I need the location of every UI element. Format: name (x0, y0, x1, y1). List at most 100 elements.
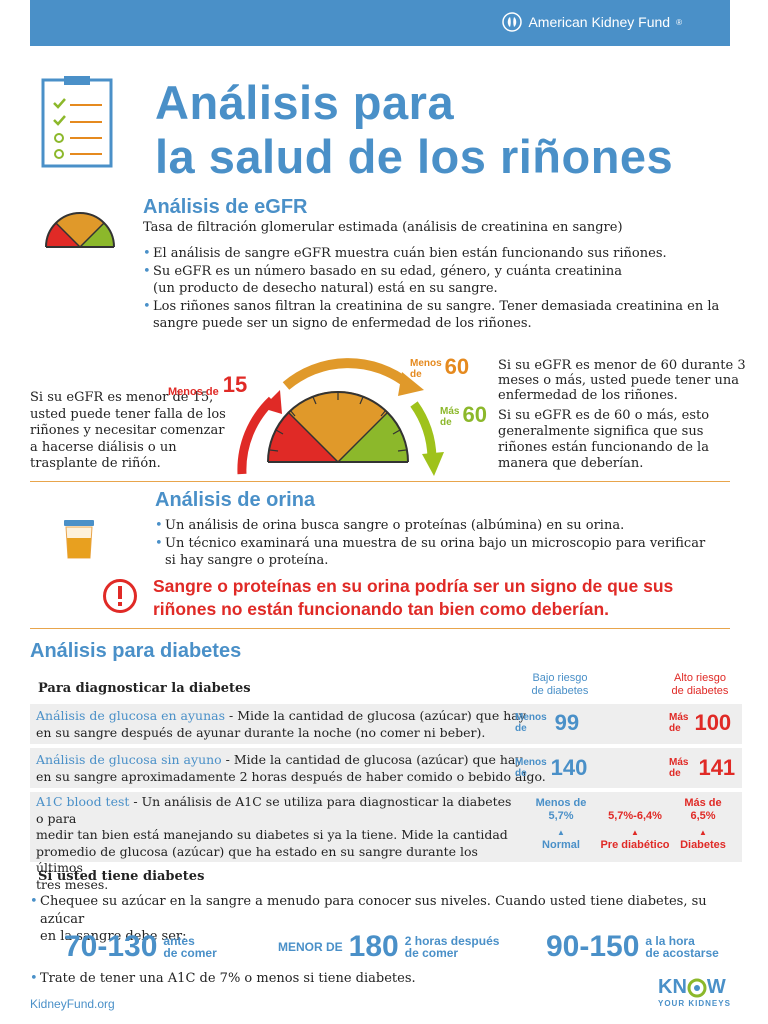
up-triangle-icon: ▲ (699, 828, 707, 837)
table-row (30, 748, 742, 788)
egfr-bullet-1: El análisis de sangre eGFR muestra cuán … (143, 245, 733, 263)
know-text-1: KN (658, 976, 687, 998)
orina-bullets: Un análisis de orina busca sangre o prot… (155, 517, 725, 570)
divider (30, 481, 730, 482)
table-row (30, 704, 742, 744)
high-risk-line: Alto riesgo (674, 672, 726, 684)
check-line-2-text: en la sangre debe ser: (40, 929, 187, 944)
kidney-o-icon (687, 978, 707, 997)
a1c-line: tres meses. (36, 876, 109, 892)
glucose-fasting-name: Análisis de glucosa en ayunas (36, 708, 226, 723)
right-note-line: enfermedad de los riñones. (498, 388, 678, 403)
egfr-bullet-3: Los riñones sanos filtran la creatinina … (143, 298, 733, 316)
orina-bullet-2-cont: si hay sangre o proteína. (155, 552, 725, 570)
high-risk-line: de diabetes (671, 685, 729, 697)
low-risk-line: Bajo riesgo (532, 672, 588, 684)
egfr-bullet-2-cont-text: (un producto de desecho natural) está en… (153, 281, 498, 296)
high-risk-header: Alto riesgo de diabetes (655, 672, 745, 698)
label-p60-number: 60 (462, 402, 487, 427)
a1c-diabetes-label: Diabetes (680, 839, 726, 851)
target-after-meal: MENOR DE 180 2 horas después de comer (278, 930, 499, 964)
brand-logo[interactable]: American Kidney Fund ® (502, 12, 682, 32)
label-p60-prefix2: de (440, 417, 452, 428)
know-your-kidneys-logo: KN W YOUR KIDNEYS (658, 976, 731, 1008)
label-more-than-60: Más de 60 (440, 402, 487, 428)
a1c-diabetes-top2: 6,5% (690, 810, 716, 822)
egfr-bullet-3-cont: sangre puede ser un signo de enfermedad … (143, 315, 733, 333)
egfr-subtitle: Tasa de filtración glomerular estimada (… (143, 220, 623, 235)
know-text-2: W (706, 976, 726, 998)
label-m60-prefix2: de (410, 369, 422, 380)
t3-label-2: de acostarse (645, 946, 719, 960)
left-note-line: a hacerse diálisis o un (30, 439, 177, 455)
brand-name: American Kidney Fund (528, 14, 671, 30)
high-number: 141 (698, 755, 736, 780)
low-prefix2: de (515, 723, 527, 734)
high-prefix2: de (669, 723, 681, 734)
glucose-fasting-text1: - Mide la cantidad de glucosa (azúcar) q… (225, 708, 526, 723)
low-prefix1: Menos (515, 757, 547, 768)
label-m60-number: 60 (444, 354, 470, 379)
header-bar: American Kidney Fund ® (30, 0, 730, 46)
left-note-line: usted puede tener falla de los (30, 406, 226, 422)
small-gauge-icon (45, 212, 115, 248)
check-bullet: Chequee su azúcar en la sangre a menudo … (30, 893, 750, 946)
check-line-1: Chequee su azúcar en la sangre a menudo … (30, 893, 750, 928)
a1c-pre-top: 5,7%-6,4% (608, 810, 662, 822)
a1c-pre-label: Pre diabético (600, 839, 670, 851)
egfr-right-note-1: Si su eGFR es menor de 60 durante 3 mese… (498, 358, 746, 403)
up-triangle-icon: ▲ (631, 828, 639, 837)
target-2-number: 180 (348, 930, 399, 963)
glucose-nonfasting-high: Más de 141 (669, 755, 735, 781)
target-bedtime: 90-150 a la hora de acostarse (546, 930, 719, 964)
kidney-fund-logo-icon (502, 12, 523, 32)
diagnose-label: Para diagnosticar la diabetes (38, 681, 251, 696)
left-note-line: trasplante de riñón. (30, 456, 161, 471)
title-line-1: Análisis para (155, 76, 455, 129)
target-3-number: 90-150 (546, 930, 640, 963)
t2-label-1: 2 horas después (404, 934, 500, 948)
a1c-line: promedio de glucosa (azúcar) que ha esta… (36, 843, 478, 876)
target-before-meal: 70-130 antes de comer (64, 930, 217, 964)
right-note-line: meses o más, usted puede tener una (498, 373, 739, 388)
label-m60-prefix1: Menos (410, 358, 442, 369)
table-row (30, 792, 742, 862)
right-note-line: riñones están funcionando de la (498, 440, 709, 455)
label-15-prefix: Menos de (168, 386, 219, 398)
a1c-normal: Menos de 5,7% ▲ Normal (525, 797, 597, 852)
warning-line: Sangre o proteínas en su orina podría se… (153, 576, 674, 596)
a1c-normal-top2: 5,7% (548, 810, 574, 822)
egfr-bullet-2-cont: (un producto de desecho natural) está en… (143, 280, 733, 298)
have-diabetes-label: Si usted tiene diabetes (38, 869, 205, 884)
up-triangle-icon: ▲ (557, 828, 565, 837)
egfr-right-note-2: Si su eGFR es de 60 o más, esto generalm… (498, 408, 709, 472)
warning-line: riñones no están funcionando tan bien co… (153, 599, 610, 619)
a1c-line: medir tan bien está manejando su diabete… (36, 827, 508, 842)
high-number: 100 (694, 710, 732, 735)
divider (30, 628, 730, 629)
label-15-number: 15 (222, 372, 248, 397)
a1c-name: A1C blood test (36, 794, 130, 809)
glucose-nonfasting-name: Análisis de glucosa sin ayuno (36, 752, 222, 767)
t3-label-1: a la hora (645, 934, 695, 948)
egfr-left-note: Si su eGFR es menor de 15, usted puede t… (30, 390, 226, 473)
check-line-2: en la sangre debe ser: (30, 928, 750, 946)
target-2-prefix: MENOR DE (278, 940, 343, 954)
glucose-fasting-high: Más de 100 (669, 710, 731, 736)
a1c-prediabetes: 5,7%-6,4% ▲ Pre diabético (595, 810, 675, 852)
right-note-line: Si su eGFR es de 60 o más, esto (498, 408, 710, 423)
glucose-fasting-low: Menos de 99 (515, 710, 579, 736)
t1-label-2: de comer (163, 946, 217, 960)
right-note-line: generalmente significa que sus (498, 424, 704, 439)
left-note-line: riñones y necesitar comenzar (30, 423, 225, 438)
footer-site-link[interactable]: KidneyFund.org (30, 997, 115, 1011)
orina-heading: Análisis de orina (155, 489, 316, 511)
glucose-nonfasting-text2: en su sangre aproximadamente 2 horas des… (36, 769, 546, 784)
know-subtitle: YOUR KIDNEYS (658, 999, 731, 1008)
egfr-bullets: El análisis de sangre eGFR muestra cuán … (143, 245, 733, 333)
glucose-fasting-text2: en su sangre después de ayunar durante l… (36, 725, 486, 740)
t2-label-2: de comer (404, 946, 459, 960)
low-risk-line: de diabetes (531, 685, 589, 697)
page-title: Análisis para la salud de los riñones (155, 76, 673, 184)
a1c-normal-label: Normal (542, 839, 580, 851)
